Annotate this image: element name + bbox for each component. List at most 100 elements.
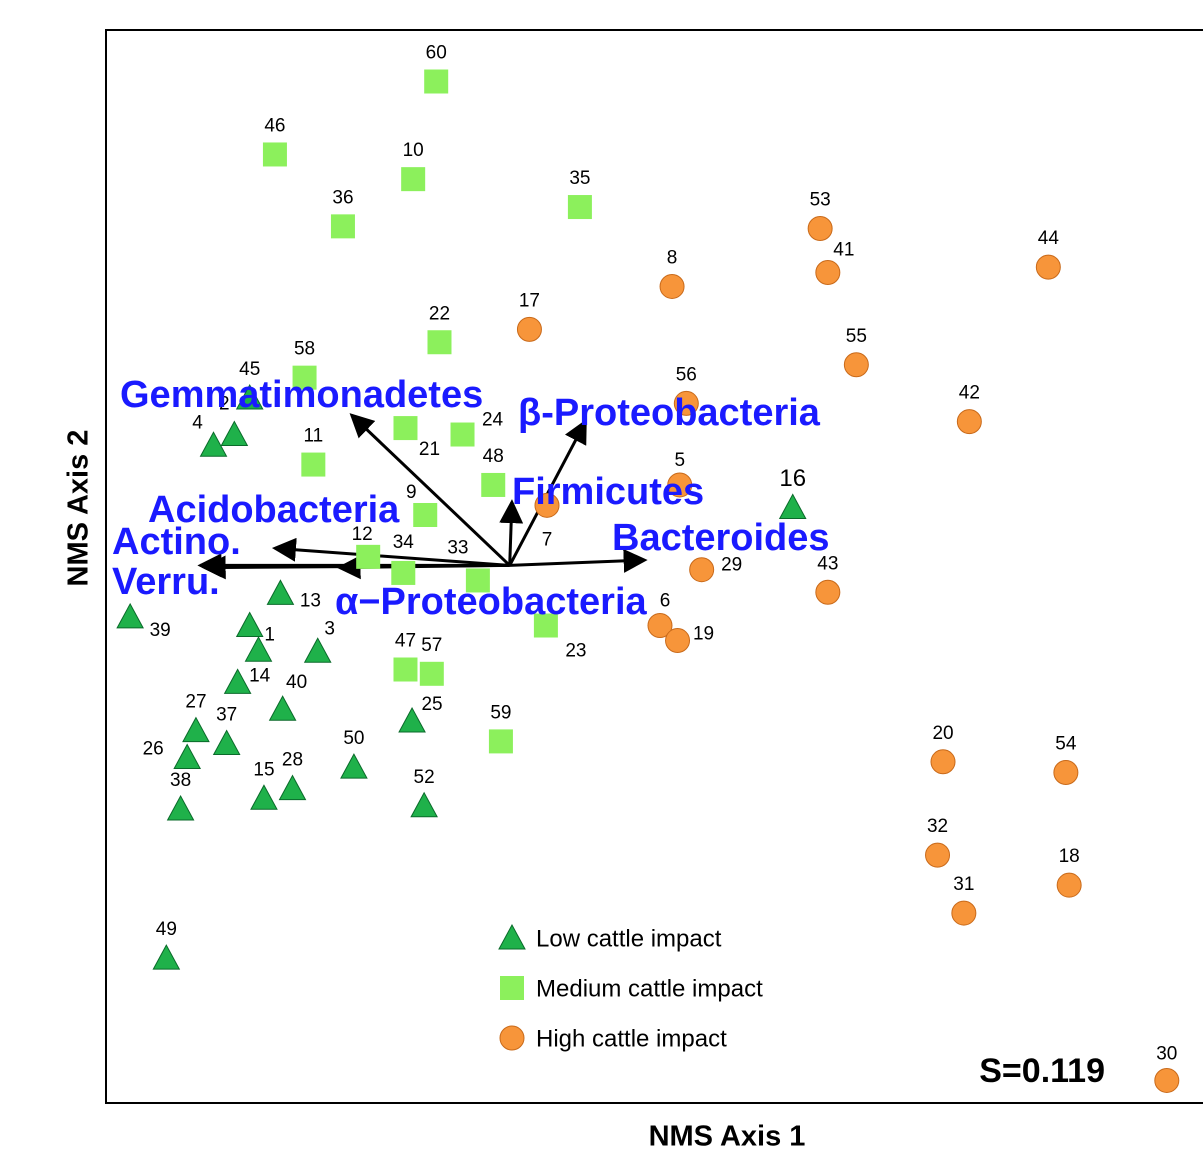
point-label: 13 bbox=[300, 590, 321, 611]
point bbox=[262, 142, 287, 167]
point bbox=[330, 214, 355, 239]
point bbox=[1053, 760, 1079, 786]
point-label: 57 bbox=[421, 635, 442, 656]
point bbox=[212, 729, 241, 756]
point bbox=[223, 668, 252, 694]
point-label: 60 bbox=[426, 43, 447, 64]
point bbox=[413, 502, 438, 527]
vector-arrow bbox=[349, 413, 511, 567]
point bbox=[567, 195, 592, 220]
point bbox=[659, 273, 685, 299]
point-label: 17 bbox=[519, 290, 540, 311]
point bbox=[244, 636, 273, 662]
point bbox=[1056, 872, 1082, 898]
point-label: 37 bbox=[216, 705, 237, 726]
legend-marker bbox=[498, 923, 526, 950]
point bbox=[393, 657, 418, 682]
point-label: 52 bbox=[414, 767, 435, 788]
point-label: 2 bbox=[219, 394, 230, 415]
point bbox=[1035, 254, 1061, 280]
point bbox=[815, 259, 841, 285]
point-label: 39 bbox=[150, 620, 171, 641]
vector-label: Actino. bbox=[112, 521, 241, 563]
vector-label: Firmicutes bbox=[512, 471, 705, 513]
point-label: 5 bbox=[674, 450, 685, 471]
point bbox=[689, 557, 715, 583]
point-label: 58 bbox=[294, 339, 315, 360]
point-label: 7 bbox=[542, 529, 553, 550]
point-label: 32 bbox=[927, 816, 948, 837]
point-label: 22 bbox=[429, 303, 450, 324]
point bbox=[925, 842, 951, 868]
point bbox=[956, 409, 982, 435]
point-label: 31 bbox=[953, 874, 974, 895]
point-label: 4 bbox=[192, 412, 203, 433]
vector-label: Bacteroides bbox=[612, 517, 830, 559]
point bbox=[398, 706, 426, 733]
point-label: 41 bbox=[833, 240, 854, 261]
point-label: 43 bbox=[817, 553, 838, 574]
point bbox=[356, 544, 381, 569]
point bbox=[166, 794, 195, 821]
vector-label: β-Proteobacteria bbox=[518, 392, 820, 434]
vector-arrow bbox=[509, 548, 648, 573]
point-label: 56 bbox=[676, 364, 697, 385]
legend-marker bbox=[499, 1025, 525, 1051]
point-label: 6 bbox=[660, 591, 671, 612]
point bbox=[278, 774, 307, 801]
stress-annotation: S=0.119 bbox=[979, 1052, 1105, 1090]
point-label: 38 bbox=[170, 770, 191, 791]
point bbox=[199, 431, 228, 457]
point-label: 19 bbox=[693, 624, 714, 645]
point bbox=[951, 900, 977, 926]
point bbox=[450, 422, 475, 447]
point bbox=[424, 69, 449, 94]
point-label: 48 bbox=[483, 446, 504, 467]
point-label: 30 bbox=[1156, 1043, 1177, 1064]
point-label: 36 bbox=[332, 187, 353, 208]
point-label: 42 bbox=[959, 383, 980, 404]
point bbox=[401, 167, 426, 192]
point-label: 44 bbox=[1038, 228, 1060, 249]
point bbox=[488, 729, 513, 754]
point bbox=[427, 330, 452, 355]
point-label: 3 bbox=[324, 618, 335, 639]
legend-label: High cattle impact bbox=[536, 1025, 727, 1052]
point-label: 35 bbox=[569, 168, 590, 189]
point bbox=[235, 383, 264, 410]
point-label: 11 bbox=[303, 426, 323, 447]
y-axis-label: NMS Axis 2 bbox=[63, 430, 95, 587]
point bbox=[410, 791, 438, 818]
point bbox=[930, 749, 956, 775]
point-label: 54 bbox=[1055, 734, 1077, 755]
point bbox=[481, 472, 506, 497]
point-label: 55 bbox=[846, 326, 867, 347]
point-label: 47 bbox=[395, 631, 416, 652]
point bbox=[182, 716, 210, 743]
point-label: 53 bbox=[810, 190, 831, 211]
vector-label: Verru. bbox=[112, 561, 220, 603]
point-label: 20 bbox=[932, 723, 953, 744]
point bbox=[533, 613, 558, 638]
point bbox=[393, 416, 418, 441]
point bbox=[268, 695, 297, 721]
point bbox=[807, 216, 833, 242]
point bbox=[235, 611, 264, 638]
point-label: 12 bbox=[352, 524, 373, 545]
point bbox=[516, 316, 542, 342]
vector-label: α−Proteobacteria bbox=[335, 581, 647, 623]
point-label: 46 bbox=[264, 115, 285, 136]
point-label: 25 bbox=[421, 694, 442, 715]
point-label: 24 bbox=[482, 410, 504, 431]
point bbox=[116, 602, 144, 629]
point-label: 1 bbox=[264, 625, 275, 646]
x-axis-label: NMS Axis 1 bbox=[649, 1121, 806, 1153]
point bbox=[778, 493, 807, 519]
point-label: 29 bbox=[721, 555, 742, 576]
point bbox=[340, 753, 368, 779]
point-label: 34 bbox=[393, 532, 415, 553]
point bbox=[667, 472, 693, 498]
vector-arrow bbox=[271, 537, 510, 567]
point bbox=[665, 628, 691, 654]
